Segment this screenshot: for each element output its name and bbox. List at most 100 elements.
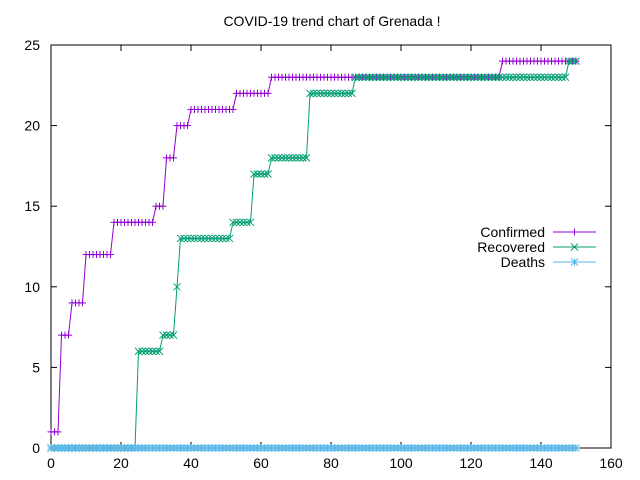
data-point-recovered <box>138 347 146 356</box>
data-point-recovered <box>411 73 419 82</box>
data-point-recovered <box>400 73 409 82</box>
data-point-recovered <box>498 73 507 82</box>
data-point-recovered <box>229 218 237 227</box>
data-point-recovered <box>148 347 157 356</box>
data-point-deaths <box>572 444 580 452</box>
data-point-recovered <box>467 73 475 82</box>
data-point-confirmed <box>229 105 237 113</box>
data-point-recovered <box>372 73 381 82</box>
data-point-recovered <box>274 153 283 162</box>
data-point-confirmed <box>79 299 86 307</box>
data-point-recovered <box>327 89 335 98</box>
data-point-recovered <box>446 73 454 82</box>
data-point-recovered <box>183 234 192 243</box>
y-tick-label: 5 <box>32 359 40 375</box>
data-point-recovered <box>449 73 458 82</box>
data-point-recovered <box>526 73 535 82</box>
data-point-recovered <box>460 73 468 82</box>
data-point-recovered <box>141 347 150 356</box>
data-point-recovered <box>572 57 580 65</box>
data-point-recovered <box>243 218 251 227</box>
data-point-recovered <box>246 218 255 227</box>
data-point-recovered <box>421 73 430 82</box>
data-point-recovered <box>292 153 300 162</box>
data-point-recovered <box>365 73 374 82</box>
data-point-recovered <box>187 234 195 243</box>
x-tick-label: 40 <box>183 455 199 471</box>
data-point-recovered <box>435 73 444 82</box>
data-point-recovered <box>516 73 524 82</box>
data-point-recovered <box>554 73 563 82</box>
chart-title: COVID-19 trend chart of Grenada ! <box>223 13 440 29</box>
data-point-recovered <box>173 282 181 291</box>
data-point-recovered <box>519 73 528 82</box>
data-point-recovered <box>540 73 549 82</box>
data-point-recovered <box>302 153 311 162</box>
data-point-recovered <box>180 234 188 243</box>
data-point-confirmed <box>65 331 72 339</box>
data-point-recovered <box>425 73 433 82</box>
data-point-recovered <box>404 73 412 82</box>
data-point-recovered <box>561 73 570 82</box>
data-point-recovered <box>470 73 479 82</box>
data-point-confirmed <box>184 122 191 130</box>
data-point-recovered <box>397 73 405 82</box>
data-point-recovered <box>383 73 391 82</box>
data-point-recovered <box>348 89 356 98</box>
data-point-recovered <box>253 170 262 178</box>
data-point-recovered <box>358 73 367 82</box>
data-point-recovered <box>341 89 349 98</box>
data-point-recovered <box>215 234 223 243</box>
data-point-recovered <box>134 347 143 356</box>
data-point-recovered <box>334 89 342 98</box>
data-point-recovered <box>407 73 416 82</box>
data-point-confirmed <box>264 89 272 97</box>
data-point-recovered <box>204 234 213 243</box>
x-tick-label: 80 <box>323 455 339 471</box>
y-tick-label: 25 <box>24 37 40 53</box>
y-tick-label: 10 <box>24 279 40 295</box>
data-point-recovered <box>155 347 164 356</box>
data-point-recovered <box>309 89 318 98</box>
data-point-recovered <box>194 234 202 243</box>
data-point-recovered <box>544 73 552 82</box>
legend-label-confirmed: Confirmed <box>480 224 545 240</box>
x-tick-label: 20 <box>113 455 129 471</box>
data-point-recovered <box>288 153 297 162</box>
y-tick-label: 15 <box>24 198 40 214</box>
data-point-recovered <box>232 218 241 227</box>
data-point-recovered <box>456 73 465 82</box>
data-point-confirmed <box>170 154 177 162</box>
y-tick-label: 20 <box>24 118 40 134</box>
data-point-recovered <box>369 73 377 82</box>
data-point-recovered <box>299 153 307 162</box>
x-tick-label: 120 <box>459 455 483 471</box>
data-point-recovered <box>418 73 426 82</box>
data-point-recovered <box>260 170 269 178</box>
data-point-recovered <box>166 331 174 340</box>
y-tick-labels: 0 5 10 15 20 25 <box>24 37 40 456</box>
data-point-recovered <box>264 170 272 178</box>
data-point-recovered <box>337 89 346 98</box>
data-point-recovered <box>495 73 503 82</box>
data-point-recovered <box>257 170 265 178</box>
data-point-recovered <box>453 73 461 82</box>
data-point-recovered <box>208 234 216 243</box>
data-point-recovered <box>351 73 360 82</box>
data-point-recovered <box>201 234 209 243</box>
data-point-recovered <box>565 57 573 65</box>
data-point-recovered <box>344 89 353 98</box>
legend-marker-recovered <box>570 243 579 251</box>
data-point-recovered <box>169 331 178 340</box>
data-point-confirmed <box>159 202 167 210</box>
data-point-recovered <box>530 73 538 82</box>
data-point-recovered <box>502 73 510 82</box>
legend-marker-confirmed <box>571 228 578 236</box>
x-tick-label: 60 <box>253 455 269 471</box>
data-point-recovered <box>267 153 276 162</box>
data-point-recovered <box>190 234 199 243</box>
data-point-recovered <box>320 89 328 98</box>
data-point-recovered <box>547 73 556 82</box>
